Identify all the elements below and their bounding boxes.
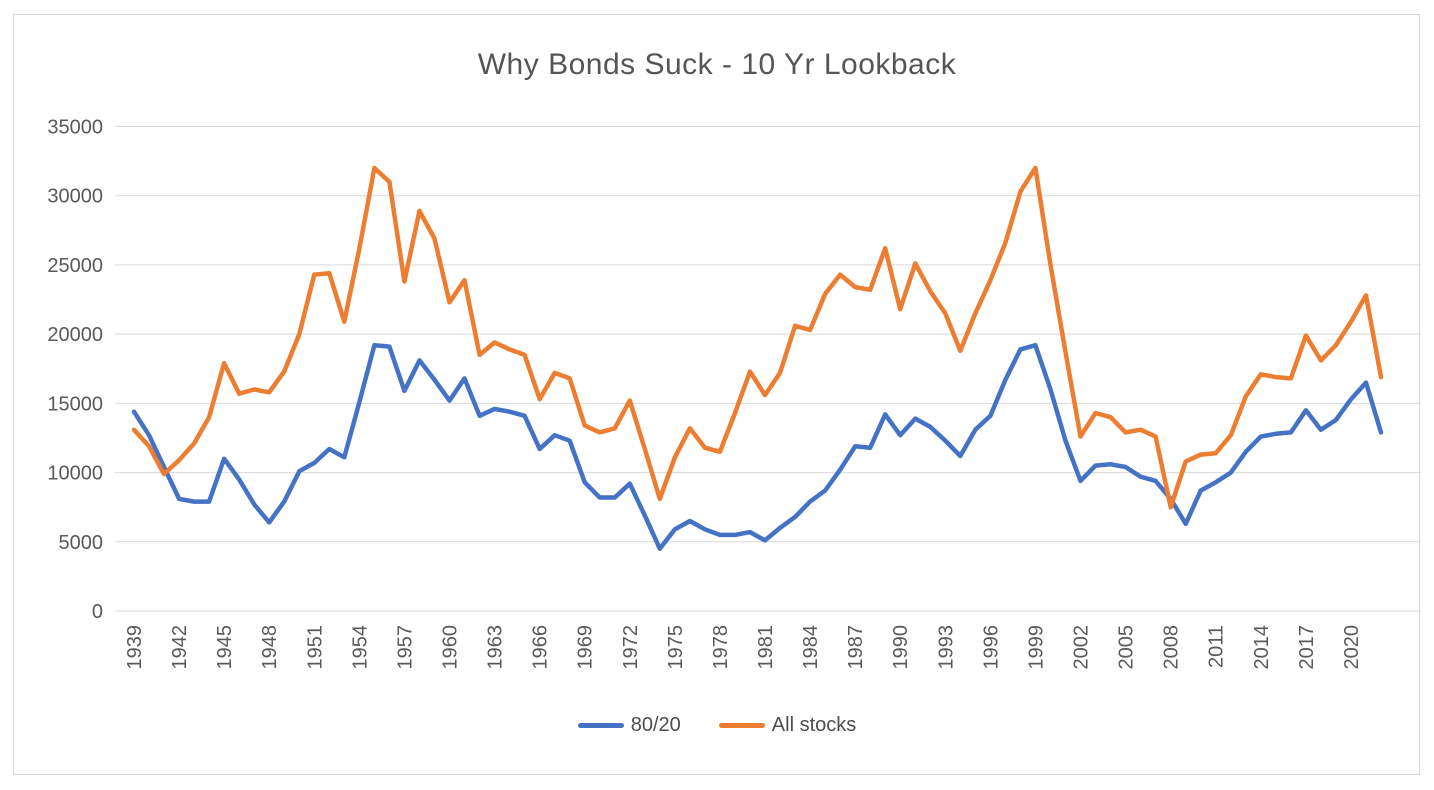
x-axis-tick-label: 2005	[1116, 625, 1138, 670]
x-axis-tick-label: 1990	[890, 625, 912, 670]
x-axis-tick-label: 1999	[1025, 625, 1047, 670]
chart-area-border	[13, 14, 1420, 775]
x-axis-tick-label: 1948	[259, 625, 281, 670]
legend-swatch-80-20	[577, 723, 624, 728]
x-axis-tick-label: 1993	[935, 625, 957, 670]
y-axis-tick-label: 20000	[47, 324, 103, 346]
legend-item-all-stocks: All stocks	[718, 714, 857, 737]
x-axis-tick-label: 1945	[214, 625, 236, 670]
x-axis-tick-label: 1984	[800, 625, 822, 670]
x-axis-tick-label: 1951	[304, 625, 326, 670]
series-line-all-stocks	[131, 165, 1384, 510]
x-axis-tick-label: 2002	[1071, 625, 1093, 670]
x-axis-tick-label: 1981	[755, 625, 777, 670]
y-axis-tick-label: 0	[92, 601, 103, 623]
x-axis-tick-label: 2008	[1161, 625, 1183, 670]
legend-label-80-20: 80/20	[630, 714, 681, 736]
x-axis-tick-label: 1975	[665, 625, 687, 670]
x-axis-tick-label: 2020	[1341, 625, 1363, 670]
x-axis-tick-label: 1957	[394, 625, 416, 670]
x-axis-tick-label: 1963	[485, 625, 507, 670]
x-axis-tick-label: 1996	[980, 625, 1002, 670]
y-axis-tick-label: 25000	[47, 255, 103, 277]
x-axis-tick-label: 2011	[1206, 625, 1228, 668]
x-axis-tick-label: 1972	[620, 625, 642, 670]
y-axis-tick-label: 10000	[47, 463, 103, 485]
x-axis-tick-label: 1954	[349, 625, 371, 670]
legend: 80/20 All stocks	[0, 714, 1434, 737]
x-axis-tick-label: 1966	[530, 625, 552, 670]
y-axis-tick-label: 15000	[47, 393, 103, 415]
x-axis-tick-label: 2014	[1251, 625, 1273, 670]
chart-title: Why Bonds Suck - 10 Yr Lookback	[477, 48, 957, 81]
legend-swatch-all-stocks	[718, 723, 765, 728]
x-axis-tick-label: 1939	[124, 625, 146, 670]
y-axis-tick-label: 5000	[59, 532, 104, 554]
legend-item-80-20: 80/20	[577, 714, 681, 737]
series-line-80-20	[131, 342, 1384, 551]
x-axis-tick-label: 1960	[440, 625, 462, 670]
legend-label-all-stocks: All stocks	[771, 714, 857, 736]
x-axis-tick-label: 2017	[1296, 625, 1318, 670]
x-axis-tick-label: 1978	[710, 625, 732, 670]
x-axis-tick-label: 1987	[845, 625, 867, 670]
x-axis-tick-label: 1942	[169, 625, 191, 670]
x-axis-tick-label: 1969	[575, 625, 597, 670]
y-axis-tick-label: 35000	[47, 117, 103, 139]
y-axis-tick-label: 30000	[47, 186, 103, 208]
